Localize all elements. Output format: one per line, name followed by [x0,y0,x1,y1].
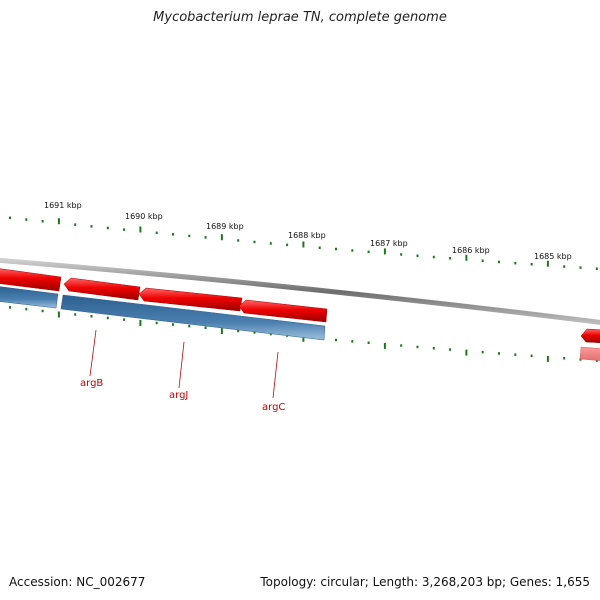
gene-leader-line [178,341,185,389]
reverse-gene[interactable] [579,346,600,361]
reverse-gene[interactable] [60,294,326,341]
forward-strand [0,268,600,343]
reverse-gene[interactable] [0,286,59,309]
reverse-strand [0,286,600,361]
gene-label-argB[interactable]: argB [80,378,103,389]
gene-leader-line [272,351,279,399]
forward-gene[interactable] [238,299,328,323]
forward-gene[interactable] [63,277,141,301]
tick-label: 1686 kbp [452,246,490,255]
gene-label-argC[interactable]: argC [262,402,285,413]
accession-text: Accession: NC_002677 [9,575,146,589]
genome-backbone [0,257,600,325]
forward-gene[interactable] [580,328,600,343]
tick-label: 1688 kbp [288,231,326,240]
tick-label: 1687 kbp [370,239,408,248]
gene-leaders [89,329,279,399]
genome-summary-text: Topology: circular; Length: 3,268,203 bp… [260,575,590,589]
tick-labels: 1691 kbp 1690 kbp 1689 kbp 1688 kbp 1687… [44,201,572,261]
tick-label: 1689 kbp [206,222,244,231]
outer-tick-ring [9,216,598,270]
gene-leader-line [89,329,97,377]
forward-gene[interactable] [138,287,243,312]
genome-title: Mycobacterium leprae TN, complete genome [153,10,447,25]
inner-tick-ring [9,306,598,362]
forward-gene[interactable] [0,268,62,292]
tick-label: 1691 kbp [44,201,82,210]
tick-label: 1690 kbp [125,212,163,221]
gene-labels: argB argJ argC [80,378,285,413]
gene-label-argJ[interactable]: argJ [169,390,188,401]
tick-label: 1685 kbp [534,252,572,261]
